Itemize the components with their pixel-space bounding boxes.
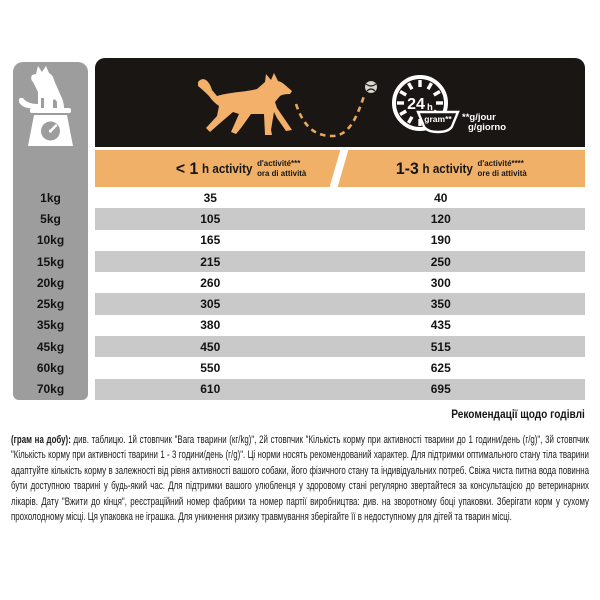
table-row: 20kg 260 300: [13, 272, 585, 293]
activity-left-unit: h activity: [202, 161, 253, 176]
value-1to3h-activity: 435: [430, 318, 451, 333]
running-dog-icon: [198, 73, 292, 135]
column-gap: [88, 187, 95, 208]
value-1to3h-activity: 625: [430, 361, 451, 376]
row-values: 165 190: [95, 230, 585, 251]
column-gap: [88, 251, 95, 272]
activity-right-prefix: 1-3: [396, 158, 419, 178]
per-day-line1: **g/jour: [462, 112, 496, 123]
table-row: 1kg 35 40: [13, 187, 585, 208]
instructions-lead: (грам на добу):: [11, 434, 71, 446]
row-values: 610 695: [95, 378, 585, 400]
table-row: 45kg 450 515: [13, 336, 585, 358]
activity-right-sub1: d'activité****: [477, 158, 524, 168]
value-1to3h-activity: 350: [430, 297, 451, 312]
column-gap: [88, 357, 95, 378]
value-lt1h-activity: 165: [200, 233, 221, 248]
instructions-body: див. таблицю. 1й стовпчик "Вага тварини …: [11, 434, 589, 524]
value-lt1h-activity: 260: [200, 275, 221, 290]
weight-label: 10kg: [36, 233, 65, 248]
column-gap: [88, 315, 95, 336]
weight-label: 15kg: [36, 254, 65, 269]
column-gap: [88, 208, 95, 229]
row-values: 380 435: [95, 315, 585, 336]
weight-column-background: [13, 62, 88, 400]
weight-label: 70kg: [36, 382, 65, 397]
dog-on-scale-icon: [18, 66, 73, 146]
feeding-instructions: (грам на добу): див. таблицю. 1й стовпчи…: [11, 433, 589, 525]
activity-right-sub2: ore di attività: [477, 167, 527, 178]
activity-header-left: < 1 h activity d'activité*** ora di atti…: [95, 150, 338, 187]
activity-left-sub2: ora di attività: [257, 167, 307, 178]
value-lt1h-activity: 305: [200, 297, 221, 312]
column-gap: [88, 272, 95, 293]
table-row: 35kg 380 435: [13, 315, 585, 336]
value-1to3h-activity: 190: [430, 233, 451, 248]
weight-label: 20kg: [36, 275, 65, 290]
table-row: 25kg 305 350: [13, 293, 585, 315]
weight-label: 35kg: [36, 318, 65, 333]
table-row: 5kg 105 120: [13, 208, 585, 230]
value-1to3h-activity: 695: [430, 382, 451, 397]
header-banner: 24 h gram** **g/jour g/giorno: [95, 58, 585, 147]
24h-clock-icon: 24 h gram** **g/jour g/giorno: [392, 75, 506, 134]
value-1to3h-activity: 250: [430, 254, 451, 269]
value-1to3h-activity: 120: [430, 211, 451, 226]
clock-unit-label: h: [427, 102, 433, 113]
bounce-path-icon: [294, 81, 377, 138]
table-row: 15kg 215 250: [13, 250, 585, 273]
row-values: 260 300: [95, 272, 585, 293]
column-gap: [88, 379, 95, 400]
activity-left-prefix: < 1: [176, 158, 199, 178]
value-lt1h-activity: 610: [200, 382, 221, 397]
activity-left-sub1: d'activité***: [257, 158, 301, 168]
per-day-line2: g/giorno: [468, 122, 506, 133]
value-lt1h-activity: 550: [200, 361, 221, 376]
table-rows: 1kg 35 40 5kg 105 120 10kg 165 190 15kg 215 250 20kg…: [13, 187, 585, 400]
bowl-label: gram**: [424, 114, 452, 124]
table-row: 10kg 165 190: [13, 230, 585, 251]
column-gap: [88, 230, 95, 251]
activity-header-right: 1-3 h activity d'activité**** ore di att…: [338, 150, 585, 187]
weight-label: 60kg: [36, 361, 65, 376]
value-lt1h-activity: 380: [200, 318, 221, 333]
value-lt1h-activity: 450: [200, 339, 221, 354]
row-values: 450 515: [95, 336, 585, 358]
weight-label: 5kg: [40, 211, 61, 226]
bowl-icon: gram**: [416, 110, 460, 134]
ball-icon: [365, 81, 377, 93]
weight-label: 45kg: [36, 339, 65, 354]
row-values: 305 350: [95, 293, 585, 315]
value-lt1h-activity: 215: [200, 254, 221, 269]
clock-hours-label: 24: [407, 96, 425, 113]
footer-heading: Рекомендації щодо годівлі: [451, 409, 585, 421]
row-values: 105 120: [95, 208, 585, 230]
value-1to3h-activity: 300: [430, 275, 451, 290]
activity-header: < 1 h activity d'activité*** ora di atti…: [95, 150, 585, 187]
column-gap: [88, 336, 95, 357]
row-values: 215 250: [95, 250, 585, 273]
value-1to3h-activity: 40: [434, 190, 448, 205]
table-row: 60kg 550 625: [13, 357, 585, 378]
value-lt1h-activity: 35: [203, 190, 217, 205]
value-lt1h-activity: 105: [200, 211, 221, 226]
weight-label: 25kg: [36, 297, 65, 312]
row-values: 550 625: [95, 357, 585, 378]
table-row: 70kg 610 695: [13, 378, 585, 400]
weight-label: 1kg: [40, 190, 61, 205]
value-1to3h-activity: 515: [430, 339, 451, 354]
row-values: 35 40: [95, 187, 585, 208]
activity-right-unit: h activity: [422, 161, 474, 176]
column-gap: [88, 293, 95, 314]
